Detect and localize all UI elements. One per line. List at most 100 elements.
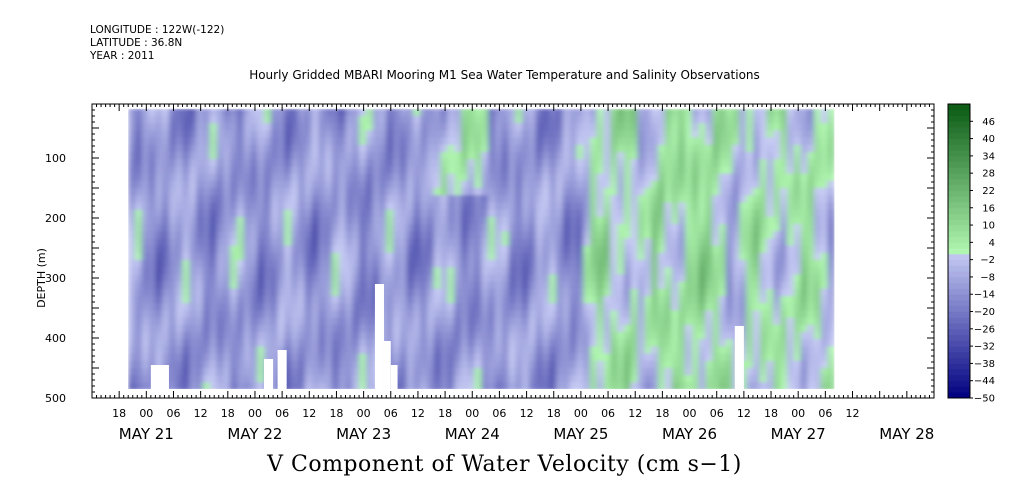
colorbar-label: 28 bbox=[982, 169, 995, 180]
data-gap bbox=[264, 359, 274, 389]
x-tick-label: 18 bbox=[764, 407, 778, 420]
colorbar-band bbox=[948, 311, 970, 318]
colorbar-band bbox=[948, 230, 970, 237]
x-tick-label: 12 bbox=[520, 407, 534, 420]
colorbar-band bbox=[948, 253, 970, 261]
location-metadata: LONGITUDE : 122W(-122) LATITUDE : 36.8N … bbox=[90, 24, 224, 63]
colorbar-band bbox=[948, 317, 970, 324]
x-tick-label: 06 bbox=[384, 407, 398, 420]
colorbar-band bbox=[948, 104, 970, 111]
x-tick-label: 06 bbox=[166, 407, 180, 420]
colorbar-band bbox=[948, 323, 970, 330]
x-month-label: MAY 24 bbox=[445, 425, 500, 443]
colorbar-band bbox=[948, 150, 970, 157]
colorbar-band bbox=[948, 346, 970, 353]
colorbar-band bbox=[948, 109, 970, 116]
colorbar-band bbox=[948, 328, 970, 335]
colorbar-band bbox=[948, 334, 970, 341]
x-tick-label: 06 bbox=[275, 407, 289, 420]
colorbar-band bbox=[948, 155, 970, 163]
colorbar-band bbox=[948, 276, 970, 284]
colorbar-band bbox=[948, 121, 970, 128]
colorbar-band bbox=[948, 115, 970, 122]
colorbar-band bbox=[948, 357, 970, 364]
colorbar-band bbox=[948, 184, 970, 191]
data-gap bbox=[277, 350, 287, 389]
x-tick-label: 06 bbox=[710, 407, 724, 420]
y-tick-label: 200 bbox=[45, 212, 66, 225]
colorbar-label: −38 bbox=[974, 359, 995, 370]
colorbar-label: 22 bbox=[982, 186, 995, 197]
x-tick-label: 12 bbox=[411, 407, 425, 420]
x-tick-label: 06 bbox=[601, 407, 615, 420]
x-tick-label: 18 bbox=[112, 407, 126, 420]
colorbar-band bbox=[948, 282, 970, 289]
x-tick-label: 12 bbox=[628, 407, 642, 420]
colorbar-label: −44 bbox=[974, 376, 995, 387]
colorbar-band bbox=[948, 300, 970, 307]
colorbar-band bbox=[948, 213, 970, 220]
x-month-label: MAY 27 bbox=[771, 425, 826, 443]
colorbar-band bbox=[948, 167, 970, 174]
x-tick-label: 12 bbox=[302, 407, 316, 420]
colorbar-label: 16 bbox=[982, 203, 995, 214]
x-month-label: MAY 23 bbox=[336, 425, 391, 443]
colorbar-band bbox=[948, 242, 970, 249]
colorbar-band bbox=[948, 305, 970, 312]
missing-data-gaps bbox=[150, 284, 744, 389]
colorbar-band bbox=[948, 161, 970, 168]
x-tick-label: 06 bbox=[492, 407, 506, 420]
colorbar-band bbox=[948, 144, 970, 151]
data-gap bbox=[383, 341, 391, 389]
colorbar-band bbox=[948, 127, 970, 134]
x-tick-label: 12 bbox=[846, 407, 860, 420]
x-month-label: MAY 25 bbox=[553, 425, 608, 443]
colorbar-band bbox=[948, 271, 970, 278]
year-label: YEAR : 2011 bbox=[90, 50, 155, 62]
colorbar-label: 40 bbox=[982, 134, 995, 145]
colorbar-band bbox=[948, 374, 970, 382]
x-tick-label: 18 bbox=[438, 407, 452, 420]
data-gap bbox=[734, 326, 744, 389]
y-axis-label: DEPTH (m) bbox=[35, 248, 48, 308]
x-tick-label: 06 bbox=[818, 407, 832, 420]
x-tick-label: 00 bbox=[139, 407, 153, 420]
colorbar-band bbox=[948, 392, 970, 399]
x-tick-label: 18 bbox=[655, 407, 669, 420]
colorbar-band bbox=[948, 225, 970, 232]
x-month-label: MAY 22 bbox=[227, 425, 282, 443]
colorbar-band bbox=[948, 265, 970, 272]
colorbar-band bbox=[948, 380, 970, 387]
x-tick-label: 12 bbox=[737, 407, 751, 420]
colorbar-band bbox=[948, 190, 970, 197]
colorbar-band bbox=[948, 196, 970, 203]
colorbar-label: −32 bbox=[974, 342, 995, 353]
colorbar-label: 10 bbox=[982, 221, 995, 232]
colorbar-label: 34 bbox=[982, 151, 995, 162]
colorbar-label: −14 bbox=[974, 290, 995, 301]
colorbar-band bbox=[948, 259, 970, 266]
colorbar-band bbox=[948, 363, 970, 370]
colorbar-label: 46 bbox=[982, 117, 995, 128]
x-tick-label: 12 bbox=[194, 407, 208, 420]
colorbar-label: 4 bbox=[989, 238, 995, 249]
colorbar-band bbox=[948, 236, 970, 243]
y-tick-label: 400 bbox=[45, 332, 66, 345]
colorbar-label: −50 bbox=[974, 394, 995, 405]
colorbar-label: −26 bbox=[974, 324, 995, 335]
colorbar-band bbox=[948, 351, 970, 359]
longitude-label: LONGITUDE : 122W(-122) bbox=[90, 24, 225, 36]
colorbar-band bbox=[948, 207, 970, 214]
colorbar-band bbox=[948, 294, 970, 301]
colorbar-label: −20 bbox=[974, 307, 995, 318]
colorbar-band bbox=[948, 340, 970, 347]
colorbar-band bbox=[948, 202, 970, 209]
colorbar-band bbox=[948, 173, 970, 180]
data-gap bbox=[374, 284, 384, 389]
x-tick-label: 18 bbox=[547, 407, 561, 420]
latitude-label: LATITUDE : 36.8N bbox=[90, 37, 183, 49]
x-tick-label: 00 bbox=[791, 407, 805, 420]
chart-title: Hourly Gridded MBARI Mooring M1 Sea Wate… bbox=[249, 68, 760, 82]
colorbar-band bbox=[948, 219, 970, 226]
